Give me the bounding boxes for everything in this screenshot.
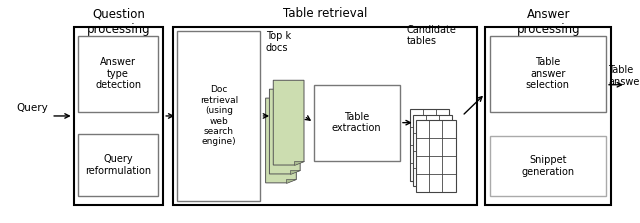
Text: Question
processing: Question processing — [86, 8, 150, 36]
Polygon shape — [269, 89, 300, 174]
Polygon shape — [273, 80, 304, 165]
Text: Doc
retrieval
(using
web
search
engine): Doc retrieval (using web search engine) — [200, 85, 238, 147]
Bar — [314, 85, 400, 161]
Text: Table
answer
selection: Table answer selection — [526, 57, 570, 90]
Bar — [78, 36, 158, 112]
Bar — [416, 120, 456, 192]
Text: Snippet
generation: Snippet generation — [521, 155, 575, 177]
Bar — [490, 36, 606, 112]
Text: Query
reformulation: Query reformulation — [85, 154, 151, 176]
Polygon shape — [286, 179, 296, 183]
Text: Table retrieval: Table retrieval — [283, 7, 367, 20]
Text: Candidate
tables: Candidate tables — [406, 25, 456, 46]
Polygon shape — [266, 98, 296, 183]
Bar — [177, 31, 260, 201]
Text: Query: Query — [16, 103, 48, 113]
Polygon shape — [290, 170, 300, 174]
Text: Table
extraction: Table extraction — [332, 112, 381, 133]
Polygon shape — [294, 161, 304, 165]
Text: Table
answer: Table answer — [608, 65, 640, 87]
Text: Answer
processing: Answer processing — [516, 8, 580, 36]
Bar — [74, 27, 163, 205]
Bar — [173, 27, 477, 205]
Bar — [485, 27, 611, 205]
Bar — [413, 115, 452, 186]
Bar — [410, 109, 449, 181]
Text: Answer
type
detection: Answer type detection — [95, 57, 141, 90]
Text: Top k
docs: Top k docs — [266, 31, 291, 53]
Bar — [490, 136, 606, 196]
Bar — [78, 134, 158, 196]
